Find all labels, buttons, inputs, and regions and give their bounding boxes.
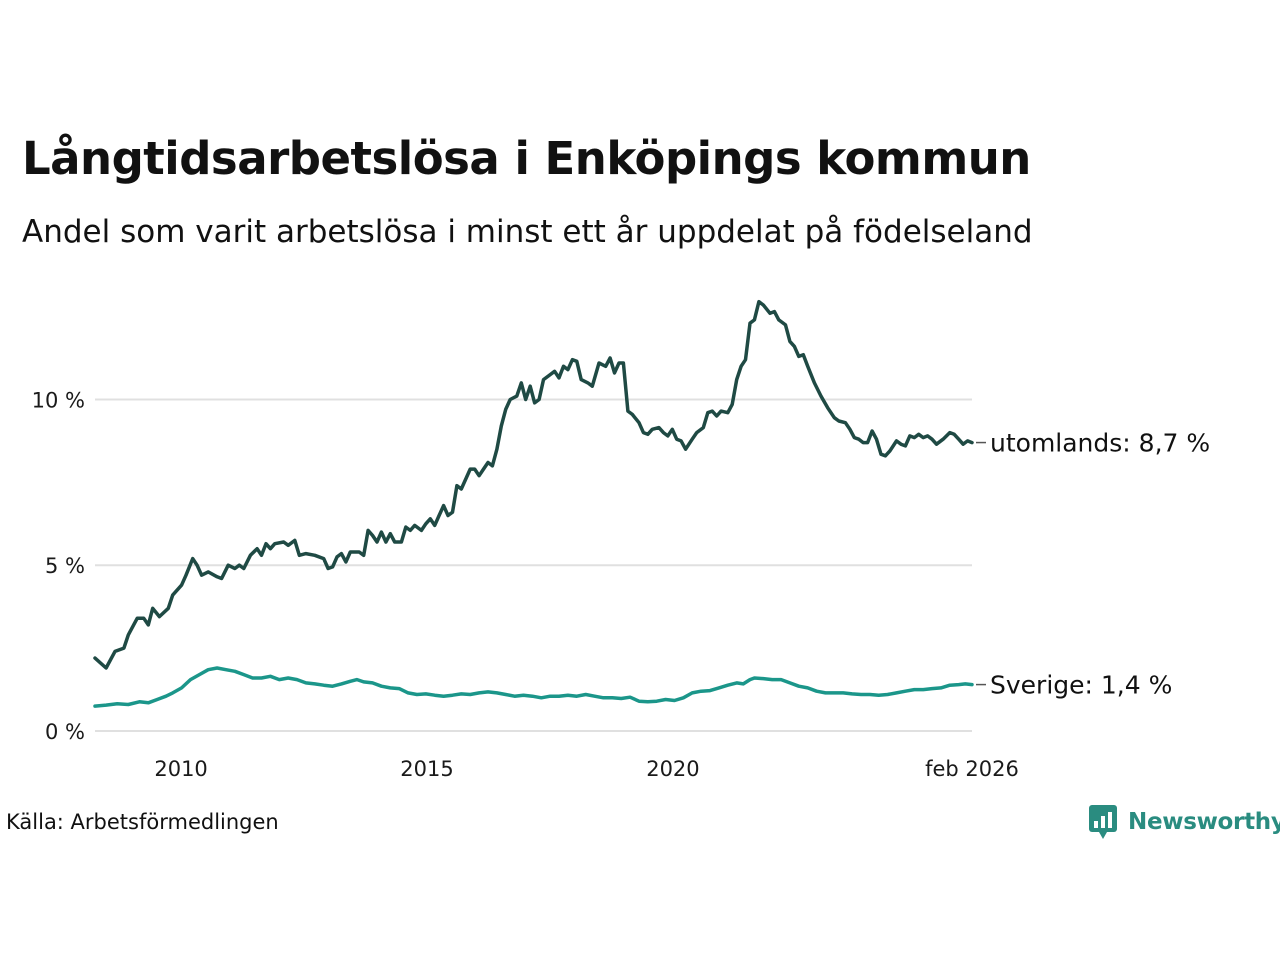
x-axis-ticks: 2010 2015 2020 feb 2026 [154, 757, 1019, 781]
x-tick-label: 2010 [154, 757, 207, 781]
y-tick-label: 10 % [32, 388, 85, 412]
series-line-sverige [93, 666, 974, 708]
series-end-labels: utomlands: 8,7 % Sverige: 1,4 % [976, 429, 1210, 700]
line-chart: 0 % 5 % 10 % 2010 2015 2020 feb 2026 utomland… [32, 299, 1210, 781]
x-tick-label: 2020 [646, 757, 699, 781]
y-axis-ticks: 0 % 5 % 10 % [32, 388, 85, 744]
chart-subtitle: Andel som varit arbetslösa i minst ett å… [22, 214, 1033, 250]
brand-logo: Newsworthy [1088, 804, 1280, 840]
series-lines [93, 299, 974, 708]
series-line-utomlands [93, 299, 974, 670]
source-note: Källa: Arbetsförmedlingen [6, 810, 279, 834]
x-tick-label: 2015 [400, 757, 453, 781]
y-tick-label: 0 % [45, 720, 85, 744]
brand-name: Newsworthy [1128, 809, 1280, 835]
newsworthy-chart-bubble-icon [1089, 805, 1117, 839]
series-label-utomlands: utomlands: 8,7 % [990, 429, 1210, 458]
x-tick-label: feb 2026 [925, 757, 1019, 781]
chart-title: Långtidsarbetslösa i Enköpings kommun [22, 132, 1031, 185]
series-label-sverige: Sverige: 1,4 % [990, 671, 1172, 700]
y-tick-label: 5 % [45, 554, 85, 578]
